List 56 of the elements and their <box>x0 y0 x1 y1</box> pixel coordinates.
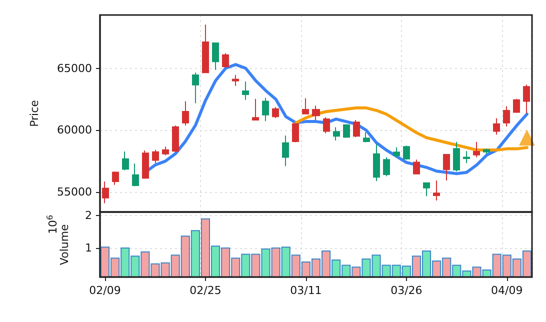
candlestick <box>282 135 289 167</box>
candlestick <box>252 98 259 122</box>
text: 106 <box>46 214 60 234</box>
candlestick <box>383 156 390 177</box>
candlestick <box>292 122 299 143</box>
x-tick-label: 03/11 <box>290 284 322 297</box>
candlestick <box>122 151 129 171</box>
candlestick <box>373 143 380 182</box>
candlestick <box>473 141 480 158</box>
candlestick <box>162 146 169 156</box>
candlestick <box>192 72 199 104</box>
candlestick <box>172 125 179 153</box>
candlestick <box>312 105 320 122</box>
x-tick-label: 03/26 <box>390 284 422 297</box>
y-axis-title: Volume <box>58 224 71 266</box>
candlestick <box>272 106 279 118</box>
candlestick <box>152 149 159 164</box>
candlestick <box>112 170 119 186</box>
y-tick-label: 2 <box>85 209 92 222</box>
candlestick <box>353 119 360 138</box>
y-tick-label: 55000 <box>57 186 92 199</box>
y-tick-label: 65000 <box>57 62 92 75</box>
candlestick <box>503 106 510 128</box>
candlestick <box>423 182 430 197</box>
candlestick <box>413 159 420 174</box>
candlestick <box>182 100 189 126</box>
candlestick <box>463 150 470 164</box>
candlestick <box>202 24 209 74</box>
candlestick <box>102 181 109 204</box>
candlestick <box>343 124 350 138</box>
candlestick <box>403 145 410 160</box>
candlestick <box>453 141 460 172</box>
candlestick <box>222 52 229 68</box>
y-axis-title: Price <box>28 100 41 127</box>
candlestick <box>142 150 149 180</box>
y-tick-label: 1 <box>85 241 92 254</box>
candlestick <box>302 98 309 114</box>
candlestick <box>242 81 249 100</box>
y-tick-label: 60000 <box>57 124 92 137</box>
candlestick <box>483 148 490 154</box>
candlestick <box>323 116 330 134</box>
candlestick <box>262 97 269 122</box>
x-tick-label: 02/25 <box>190 284 222 297</box>
candlestick <box>132 163 139 187</box>
candlestick <box>493 118 500 136</box>
candlestick <box>523 84 530 114</box>
candlestick <box>363 132 370 143</box>
candlestick <box>212 42 219 70</box>
x-tick-label: 02/09 <box>89 284 121 297</box>
x-tick-label: 04/09 <box>491 284 523 297</box>
candlestick <box>433 180 440 201</box>
candlestick <box>513 98 520 114</box>
candlestick <box>232 74 239 86</box>
candlestick <box>393 146 400 158</box>
candlestick <box>443 154 450 182</box>
candlestick <box>333 126 340 142</box>
